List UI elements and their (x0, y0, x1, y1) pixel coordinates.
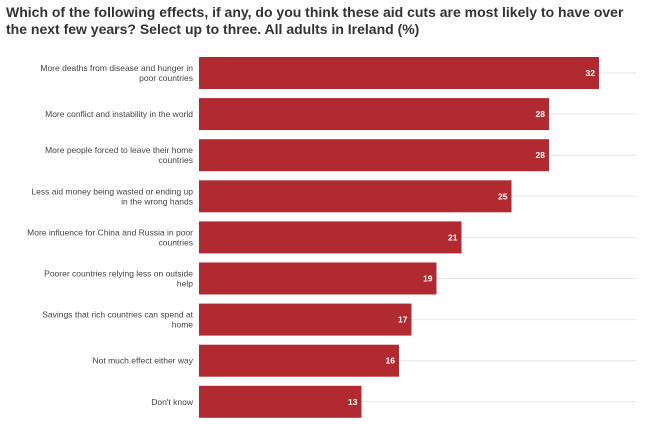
value-label: 21 (448, 232, 458, 242)
bar (199, 262, 437, 295)
category-label: Not much effect either way (93, 356, 194, 366)
category-label: More influence for China and Russia in p… (27, 227, 193, 247)
category-labels: More deaths from disease and hunger in po… (27, 63, 194, 407)
category-label: Poorer countries relying less on outside… (44, 269, 193, 289)
value-label: 13 (348, 397, 358, 407)
value-label: 25 (498, 191, 508, 201)
category-label: More deaths from disease and hunger in po… (40, 63, 193, 83)
bar (199, 221, 462, 254)
value-label: 19 (423, 274, 433, 284)
bars (199, 57, 599, 418)
bar (199, 180, 512, 213)
bar (199, 385, 362, 418)
bar (199, 344, 399, 377)
value-label: 16 (386, 356, 396, 366)
value-label: 17 (398, 315, 408, 325)
bar (199, 303, 412, 336)
category-label: More conflict and instability in the wor… (45, 109, 193, 119)
category-label: Don't know (151, 397, 194, 407)
value-labels: 32 28 28 25 21 19 17 16 13 (348, 68, 595, 407)
category-label: More people forced to leave their home co… (45, 145, 193, 165)
value-label: 28 (536, 109, 546, 119)
value-label: 32 (586, 68, 596, 78)
category-label: Less aid money being wasted or ending up… (31, 186, 193, 206)
chart-title: Which of the following effects, if any, … (6, 4, 624, 37)
bar (199, 139, 549, 172)
category-label: Savings that rich countries can spend at… (42, 310, 193, 330)
bar (199, 57, 599, 89)
value-label: 28 (536, 150, 546, 160)
bar (199, 98, 549, 131)
